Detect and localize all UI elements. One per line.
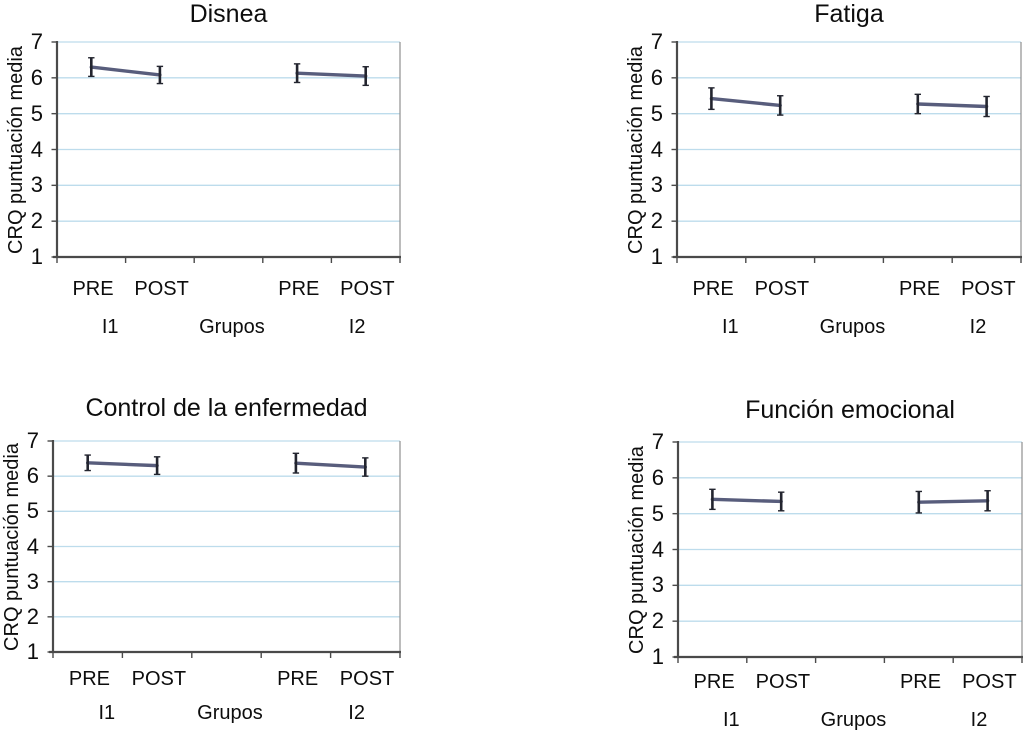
y-tick-label: 4 (26, 533, 39, 559)
x-tick-label-pre-i1: PRE (72, 278, 114, 300)
x-tick-label-post-i2: POST (961, 278, 1016, 300)
group-label-i2: I2 (969, 316, 987, 338)
y-tick-label: 6 (650, 64, 663, 90)
y-tick-label: 2 (650, 208, 663, 234)
plot-area (671, 41, 1022, 263)
y-tick-label: 3 (26, 568, 39, 594)
chart-title: Control de la enfermedad (85, 394, 368, 422)
series-line-i2 (295, 71, 368, 78)
series-line-i1 (86, 461, 159, 468)
plot-area (47, 440, 401, 658)
x-tick-label-pre-i1: PRE (68, 668, 110, 690)
x-tick-label-post-i2: POST (962, 671, 1017, 693)
y-tick-label: 3 (651, 572, 664, 598)
x-tick-label-post-i1: POST (754, 278, 810, 300)
y-tick-label: 4 (30, 136, 43, 162)
y-tick-label: 1 (26, 639, 39, 664)
x-tick-label-pre-i2: PRE (898, 278, 941, 300)
y-tick-label: 5 (650, 100, 663, 126)
y-tick-label: 6 (30, 64, 43, 90)
y-tick-label: 7 (650, 29, 663, 54)
y-tick-label: 1 (30, 244, 43, 269)
y-tick-label: 5 (30, 100, 43, 126)
x-axis-label-grupos: Grupos (820, 709, 887, 731)
y-tick-label: 7 (651, 429, 664, 454)
series-line-i1 (89, 65, 162, 77)
y-tick-label: 4 (651, 536, 664, 562)
chart-title: Fatiga (814, 0, 884, 28)
y-tick-label: 2 (26, 603, 39, 629)
x-tick-label-pre-i2: PRE (278, 278, 320, 300)
y-tick-label: 3 (30, 172, 43, 198)
group-label-i2: I2 (348, 316, 366, 338)
group-label-i2: I2 (970, 709, 988, 731)
x-tick-label-pre-i2: PRE (899, 671, 942, 693)
y-tick-label: 5 (26, 498, 39, 524)
x-tick-label-post-i1: POST (755, 671, 811, 693)
y-tick-label: 6 (26, 463, 39, 489)
y-tick-label: 7 (26, 428, 39, 453)
group-label-i1: I1 (101, 316, 119, 338)
y-tick-label: 3 (650, 172, 663, 198)
series-line-i2 (917, 499, 990, 504)
series-line-i2 (916, 102, 989, 109)
plot-area (672, 441, 1023, 663)
y-tick-label: 1 (650, 244, 663, 269)
y-tick-label: 6 (651, 464, 664, 490)
chart-title: Función emocional (745, 396, 955, 424)
x-tick-label-post-i2: POST (340, 278, 395, 300)
series-line-i1 (709, 96, 782, 108)
plot-area (51, 41, 401, 263)
x-tick-label-post-i1: POST (131, 668, 187, 690)
x-axis-label-grupos: Grupos (199, 316, 265, 338)
y-tick-label: 4 (650, 136, 663, 162)
group-label-i1: I1 (98, 702, 116, 724)
x-axis-label-grupos: Grupos (819, 316, 886, 338)
group-label-i1: I1 (721, 316, 739, 338)
y-tick-label: 7 (30, 29, 43, 54)
x-tick-label-post-i2: POST (339, 668, 395, 690)
x-axis-label-grupos: Grupos (197, 702, 263, 724)
y-tick-label: 2 (30, 208, 43, 234)
x-tick-label-pre-i1: PRE (693, 671, 735, 693)
y-tick-label: 5 (651, 500, 664, 526)
group-label-i2: I2 (348, 702, 365, 724)
series-line-i1 (710, 497, 783, 504)
y-tick-label: 1 (651, 644, 664, 669)
group-label-i1: I1 (722, 709, 740, 731)
x-tick-label-pre-i1: PRE (692, 278, 734, 300)
x-tick-label-pre-i2: PRE (277, 668, 319, 690)
y-tick-label: 2 (651, 608, 664, 634)
x-tick-label-post-i1: POST (134, 278, 189, 300)
chart-title: Disnea (189, 0, 268, 28)
series-line-i2 (294, 461, 367, 469)
